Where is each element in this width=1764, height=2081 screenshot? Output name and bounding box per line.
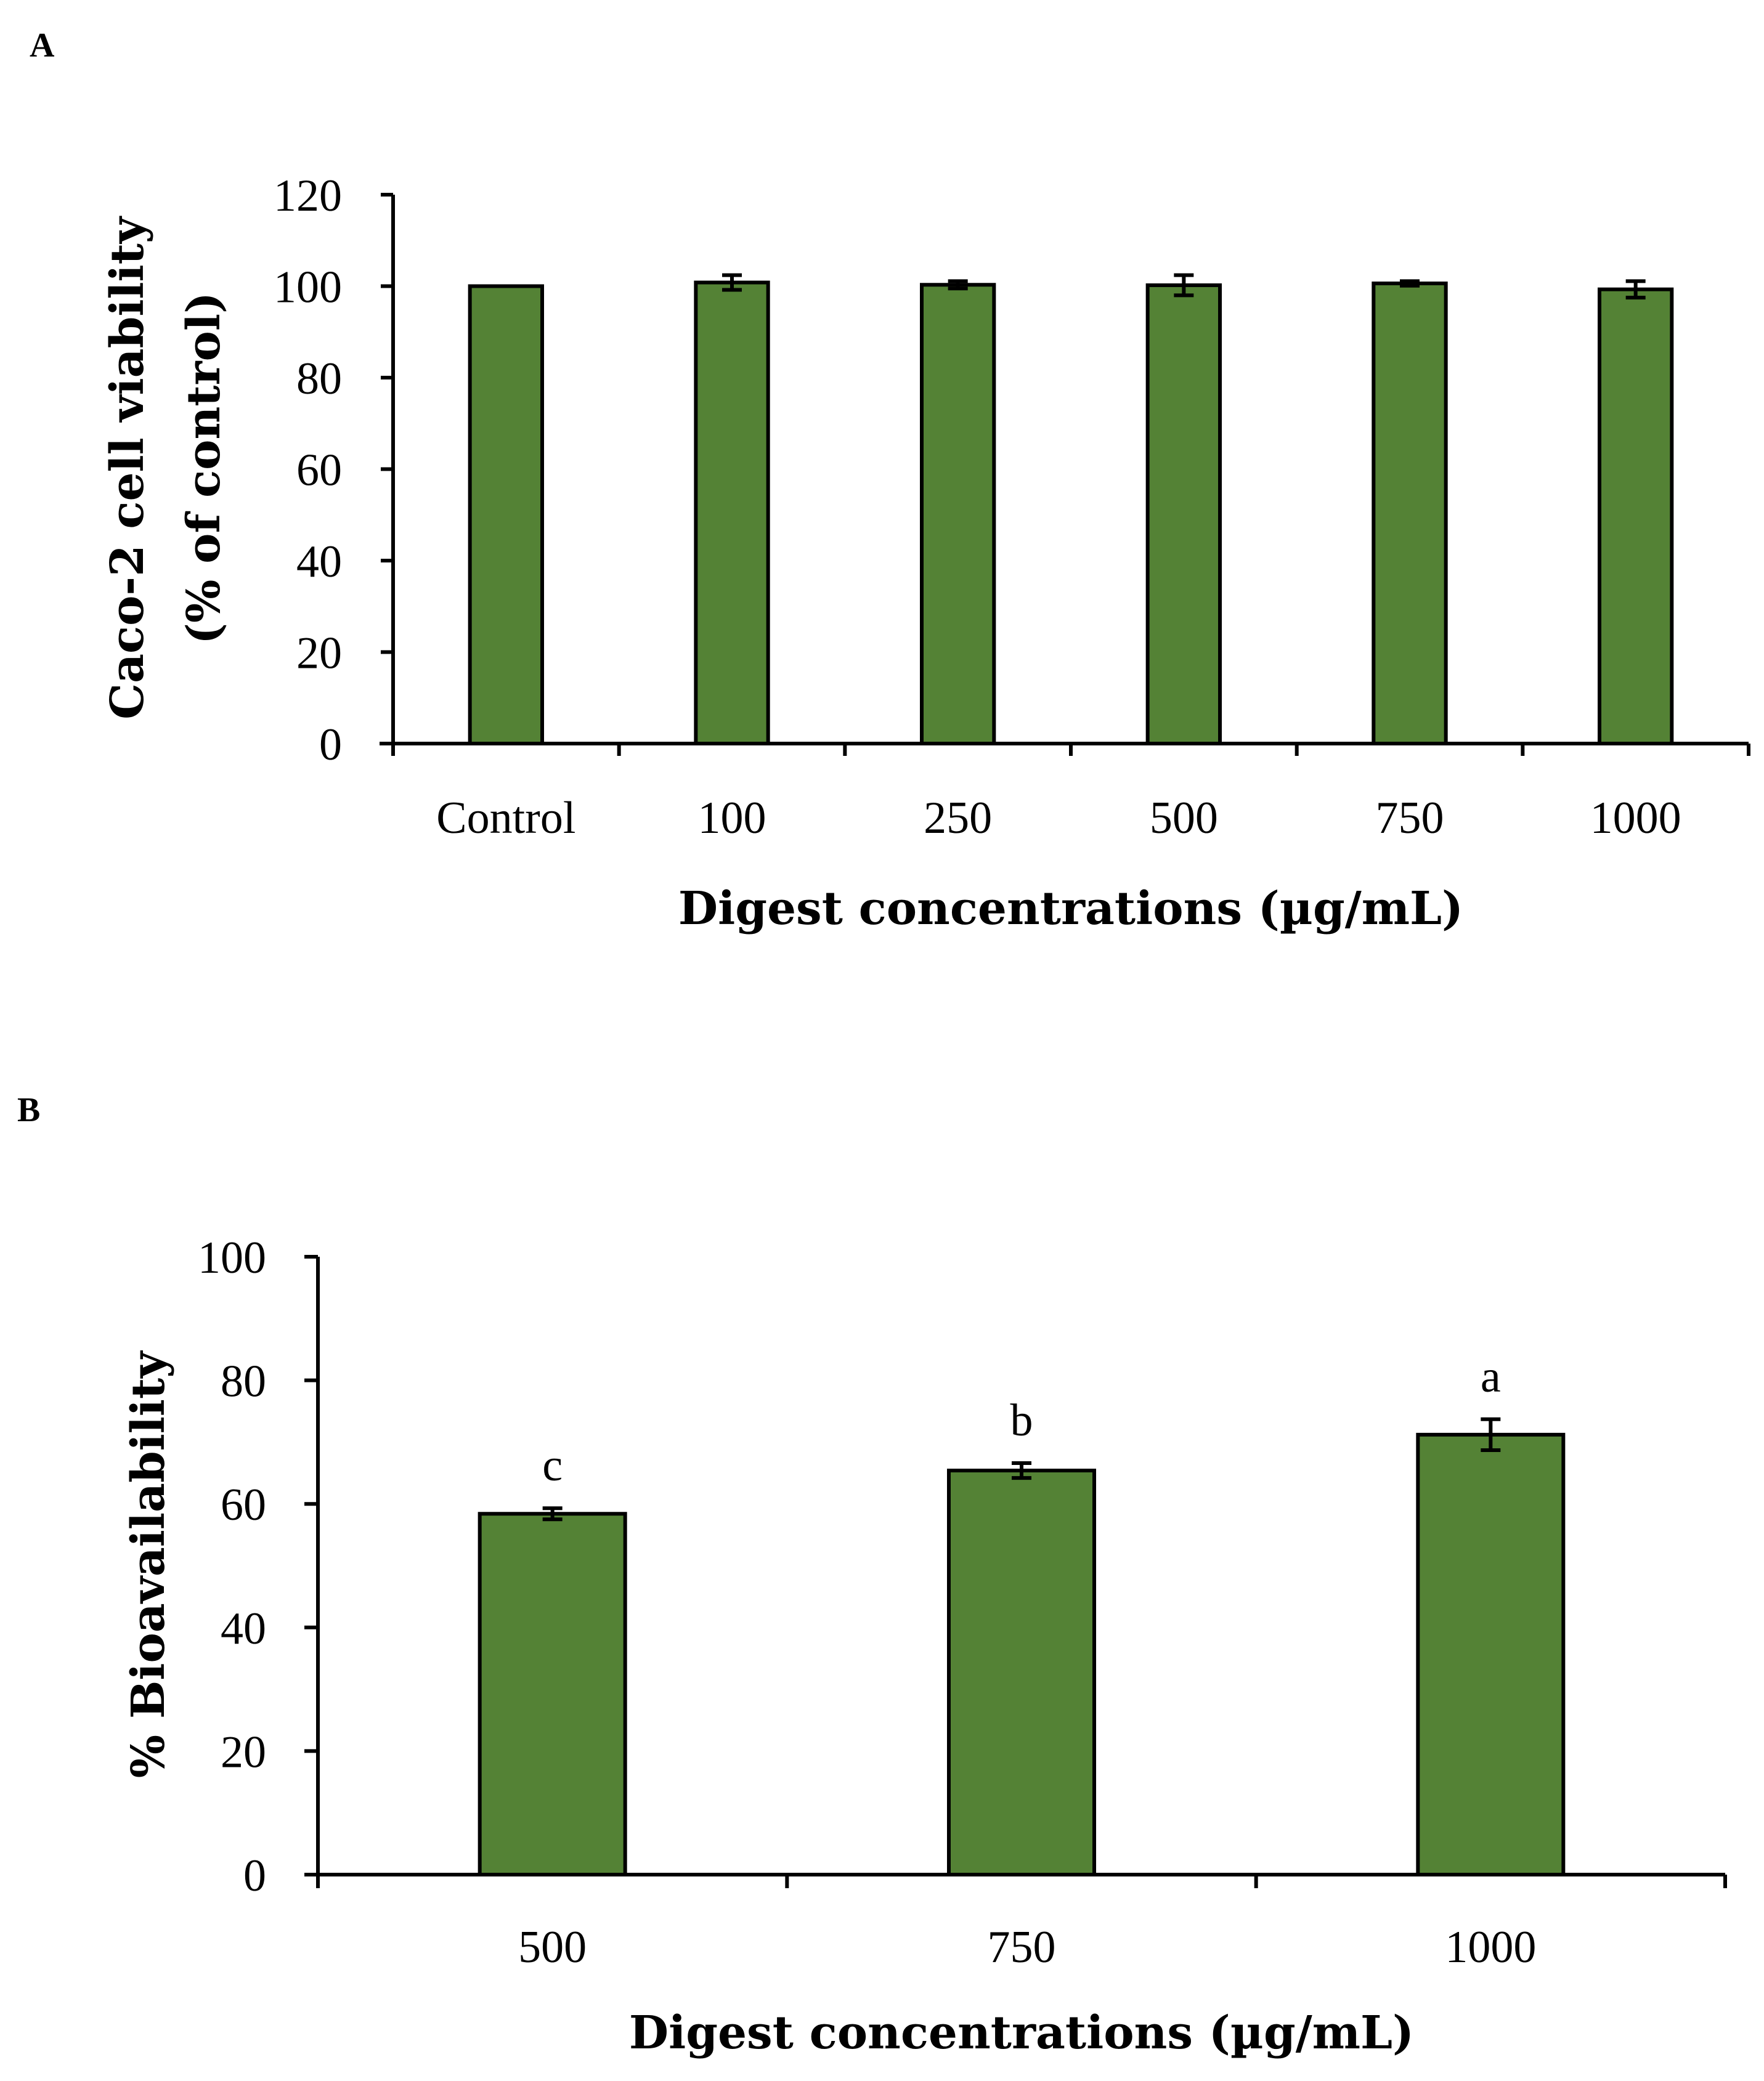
panel-b-y-axis-title: % Bioavailability <box>122 1350 175 1778</box>
panel-b: B c b a 0 20 40 60 80 100 500 750 1000 Digest con… <box>17 1091 1727 2059</box>
significance-letter: b <box>1010 1395 1033 1446</box>
bar-500 <box>478 1512 627 1877</box>
panel-b-significance-letters: c b a <box>542 1352 1501 1491</box>
x-tick-label: 1000 <box>1590 793 1681 843</box>
y-tick-label: 100 <box>274 262 342 313</box>
significance-letter: a <box>1481 1352 1501 1402</box>
bar-1000 <box>1416 1432 1566 1876</box>
y-tick-label: 0 <box>243 1851 266 1901</box>
panel-a-y-ticks: 0 20 40 60 80 100 120 <box>274 171 393 770</box>
bar-100 <box>694 280 770 745</box>
panel-a-x-ticks: Control 100 250 500 750 1000 <box>391 744 1750 843</box>
panel-a-error-bars <box>722 273 1646 300</box>
bar-500 <box>1145 283 1222 745</box>
x-tick-label: 750 <box>988 1922 1056 1973</box>
panel-b-error-bars <box>542 1417 1501 1522</box>
bar-Control <box>468 284 545 745</box>
bar-250 <box>920 283 996 745</box>
panel-b-x-ticks: 500 750 1000 <box>316 1875 1727 1973</box>
panel-a: A 0 20 40 60 80 100 120 Control 100 250 500 750 100… <box>30 26 1750 935</box>
y-tick-label: 0 <box>319 720 342 770</box>
y-tick-label: 20 <box>221 1727 266 1777</box>
x-tick-label: Control <box>436 793 575 843</box>
x-tick-label: 1000 <box>1445 1922 1536 1973</box>
y-tick-label: 60 <box>296 445 342 496</box>
panel-a-bars <box>468 280 1674 746</box>
y-tick-label: 100 <box>198 1233 266 1283</box>
panel-b-bars <box>478 1432 1566 1877</box>
panel-a-y-axis-title-line2: (% of control) <box>177 292 230 644</box>
y-tick-label: 80 <box>221 1357 266 1407</box>
panel-b-letter: B <box>17 1091 40 1129</box>
x-tick-label: 500 <box>518 1922 587 1973</box>
bar-750 <box>1372 282 1448 746</box>
y-tick-label: 20 <box>296 628 342 679</box>
bar-1000 <box>1598 287 1674 745</box>
y-tick-label: 60 <box>221 1480 266 1530</box>
x-tick-label: 250 <box>924 793 992 843</box>
y-tick-label: 40 <box>296 537 342 587</box>
significance-letter: c <box>542 1440 563 1491</box>
y-tick-label: 80 <box>296 354 342 404</box>
y-tick-label: 120 <box>274 171 342 221</box>
bar-750 <box>946 1469 1097 1877</box>
x-tick-label: 750 <box>1376 793 1444 843</box>
x-tick-label: 500 <box>1150 793 1218 843</box>
panel-b-x-axis-title: Digest concentrations (µg/mL) <box>629 2006 1414 2059</box>
panel-b-y-ticks: 0 20 40 60 80 100 <box>198 1233 318 1901</box>
panel-a-x-axis-title: Digest concentrations (µg/mL) <box>678 882 1463 935</box>
panel-a-letter: A <box>30 26 55 65</box>
y-tick-label: 40 <box>221 1604 266 1654</box>
panel-a-y-axis-title-line1: Caco-2 cell viability <box>101 216 154 720</box>
x-tick-label: 100 <box>698 793 766 843</box>
